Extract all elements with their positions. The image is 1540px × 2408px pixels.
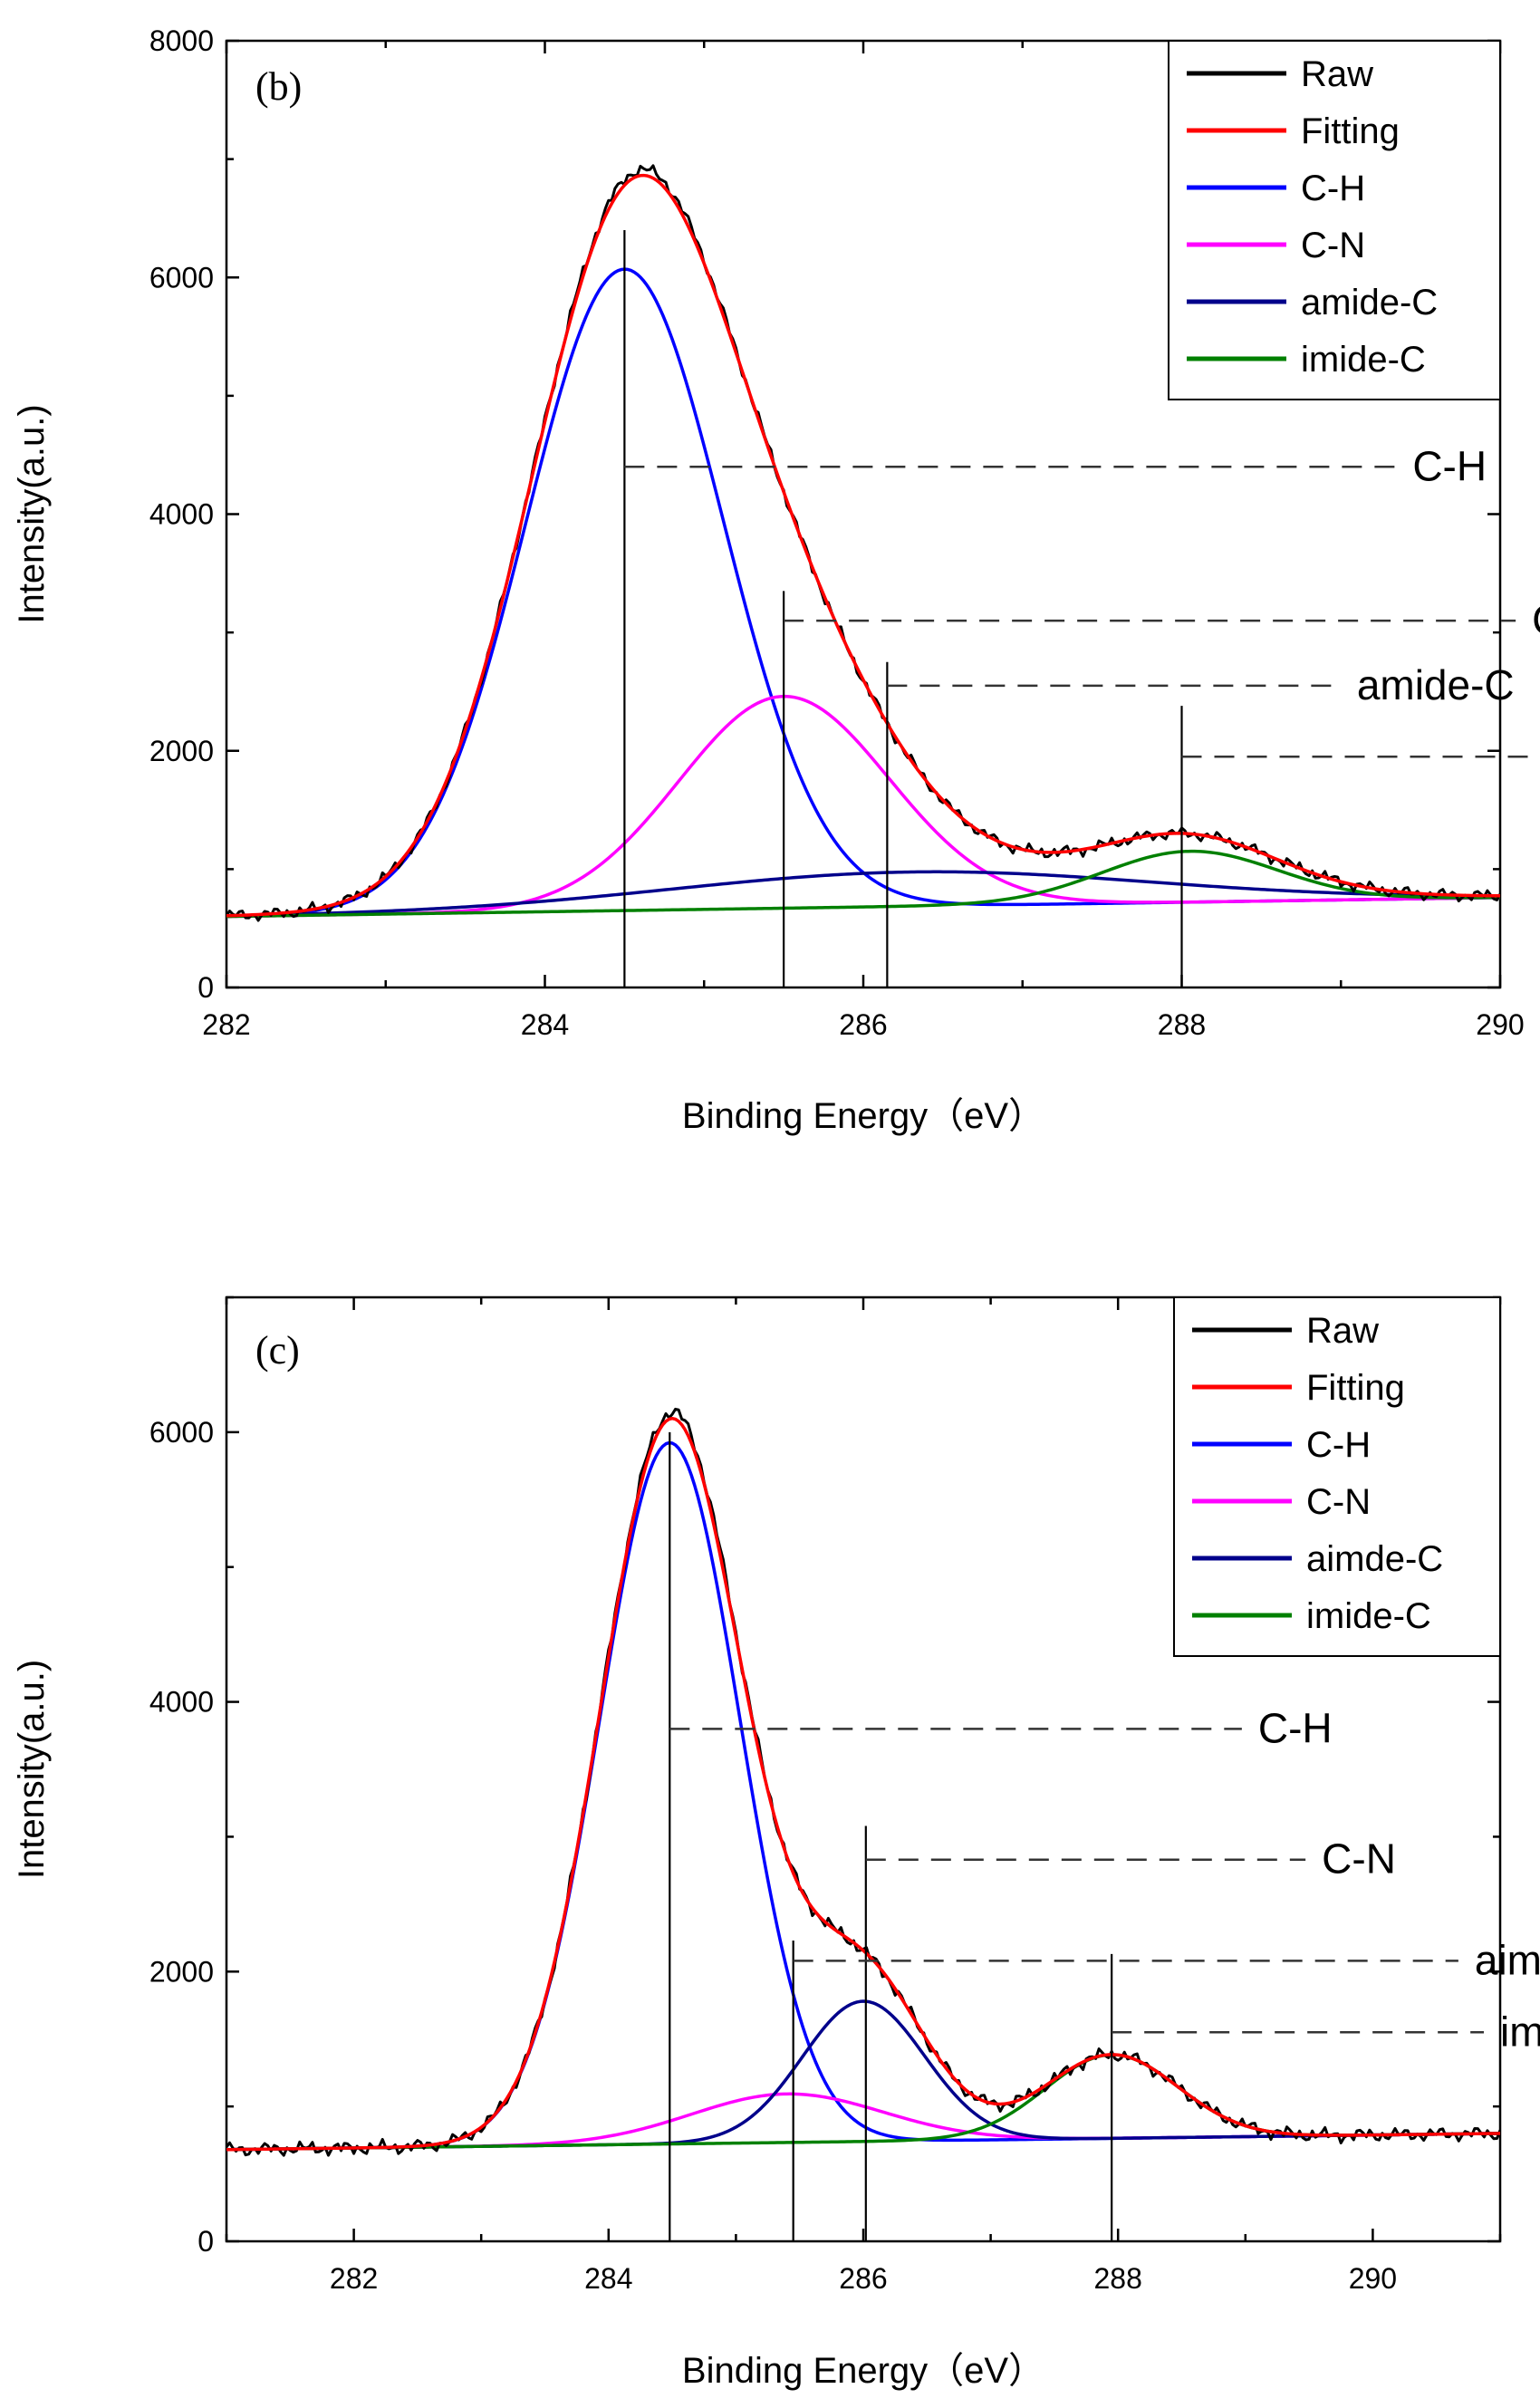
legend-entry: Raw xyxy=(1306,1311,1379,1351)
curves xyxy=(226,1407,1500,2157)
annotation-label: C-N xyxy=(1532,596,1540,643)
annotation-label: amide-C xyxy=(1357,661,1515,708)
x-axis-title: Binding Energy（eV） xyxy=(682,2351,1044,2391)
y-tick-label: 2000 xyxy=(149,1955,214,1988)
legend: Raw Fitting C-H C-N aimde-C imide-C xyxy=(1173,1296,1501,1657)
legend-entry: Raw xyxy=(1301,54,1373,94)
legend-entry: C-H xyxy=(1306,1425,1371,1465)
y-tick-label: 6000 xyxy=(149,261,214,294)
series-line-c-n xyxy=(226,694,1500,919)
annotation-label: C-H xyxy=(1412,442,1487,489)
y-tick-label: 2000 xyxy=(149,735,214,767)
legend-entry: C-H xyxy=(1301,169,1365,208)
legend-entry: Fitting xyxy=(1306,1368,1405,1408)
chart-panel-0: 282 284 286 288 290 0 2000 4000 6000 8000 Binding … xyxy=(12,24,1540,1136)
legend-entry: C-N xyxy=(1301,226,1365,265)
annotation-label: C-N xyxy=(1322,1835,1396,1883)
y-axis-title: Intensity(a.u.) xyxy=(12,404,52,623)
y-tick-label: 0 xyxy=(197,971,214,1004)
legend-entry: imide-C xyxy=(1301,340,1426,380)
legend-entry: aimde-C xyxy=(1306,1539,1443,1579)
y-tick-label: 4000 xyxy=(149,1686,214,1719)
x-tick-label: 290 xyxy=(1349,2262,1397,2295)
x-tick-label: 288 xyxy=(1158,1008,1206,1041)
annotation-label: imide-C xyxy=(1500,2008,1540,2055)
x-tick-label: 288 xyxy=(1094,2262,1142,2295)
x-tick-label: 282 xyxy=(330,2262,378,2295)
legend-entry: C-N xyxy=(1306,1482,1371,1522)
x-tick-label: 290 xyxy=(1476,1008,1524,1041)
chart-panel-1: 282 284 286 288 290 0 2000 4000 6000 Binding Ener… xyxy=(12,1296,1540,2391)
legend-entry: Fitting xyxy=(1301,111,1400,151)
x-tick-label: 284 xyxy=(584,2262,632,2295)
annotation-label: aimde-C xyxy=(1475,1936,1540,1983)
series-line-fitting xyxy=(226,173,1500,918)
y-axis-title: Intensity(a.u.) xyxy=(12,1660,52,1879)
series-line-amide-c xyxy=(226,870,1500,918)
panel-label: (c) xyxy=(255,1328,300,1373)
y-tick-label: 8000 xyxy=(149,24,214,57)
series-line-fitting xyxy=(226,1416,1500,2152)
series-line-imide-c xyxy=(226,849,1500,919)
curves xyxy=(226,164,1500,922)
y-tick-label: 6000 xyxy=(149,1416,214,1449)
x-tick-label: 286 xyxy=(839,1008,887,1041)
legend: Raw Fitting C-H C-N amide-C imide-C xyxy=(1168,40,1501,400)
x-tick-label: 284 xyxy=(521,1008,569,1041)
x-axis-title: Binding Energy（eV） xyxy=(682,1096,1044,1136)
legend-box xyxy=(1173,1296,1501,1657)
y-tick-label: 0 xyxy=(197,2225,214,2258)
legend-entry: amide-C xyxy=(1301,283,1438,323)
x-tick-label: 286 xyxy=(839,2262,887,2295)
panel-label: (b) xyxy=(255,64,302,109)
x-tick-label: 282 xyxy=(202,1008,250,1041)
y-tick-label: 4000 xyxy=(149,498,214,531)
annotation-label: C-H xyxy=(1258,1704,1333,1751)
legend-entry: imide-C xyxy=(1306,1596,1431,1636)
legend-box xyxy=(1168,40,1501,400)
